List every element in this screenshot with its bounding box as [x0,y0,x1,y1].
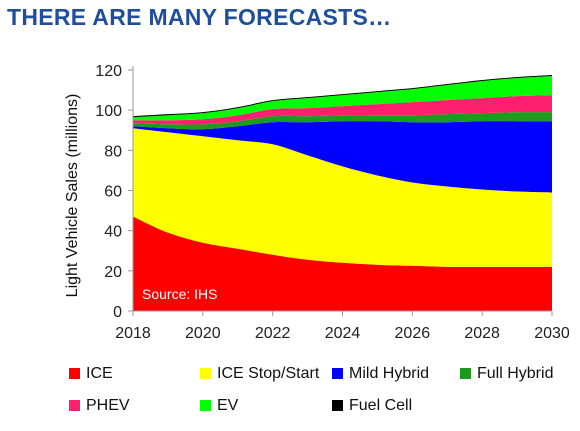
legend: ICE ICE Stop/Start Mild Hybrid Full Hybrid P… [69,365,553,414]
legend-swatch [69,400,80,411]
legend-label: Full Hybrid [477,365,553,382]
legend-item: Fuel Cell [332,397,412,414]
area-phev [133,95,552,125]
legend-item: Mild Hybrid [332,365,429,382]
legend-item: ICE Stop/Start [200,365,320,382]
page-title: THERE ARE MANY FORECASTS… [7,4,392,30]
legend-swatch [69,368,80,379]
legend-item: PHEV [69,397,130,414]
area-ev [133,76,552,121]
area-full-hybrid [133,112,552,130]
x-tick-label: 2018 [115,325,151,342]
area-ice-stop-start [133,128,552,267]
x-tick-label: 2022 [255,325,291,342]
legend-swatch [460,368,471,379]
legend-item: Full Hybrid [460,365,553,382]
y-tick-label: 0 [113,304,122,321]
legend-label: EV [217,397,239,414]
y-axis-title: Light Vehicle Sales (millions) [64,94,81,298]
legend-swatch [332,368,343,379]
legend-label: ICE Stop/Start [217,365,320,382]
y-tick-label: 20 [104,264,122,281]
x-tick-label: 2030 [534,325,570,342]
x-tick-label: 2024 [325,325,361,342]
legend-label: PHEV [86,397,130,414]
area-layer [133,75,552,311]
legend-item: EV [200,397,239,414]
y-tick-label: 60 [104,184,122,201]
legend-label: Fuel Cell [349,397,412,414]
axis-layer: 0 20 40 60 80 100 120 2018 2020 2022 2024 2026 2028 2… [95,63,570,342]
legend-swatch [200,400,211,411]
legend-swatch [200,368,211,379]
legend-label: ICE [86,365,113,382]
y-tick-label: 120 [95,63,122,80]
area-ice [133,216,552,311]
x-tick-label: 2026 [395,325,431,342]
y-tick-label: 100 [95,103,122,120]
label-layer: Light Vehicle Sales (millions) Source: IH… [64,94,217,302]
y-tick-label: 40 [104,224,122,241]
x-tick-label: 2028 [464,325,500,342]
area-mild-hybrid [133,121,552,193]
legend-label: Mild Hybrid [349,365,429,382]
legend-item: ICE [69,365,113,382]
legend-swatch [332,400,343,411]
y-tick-label: 80 [104,143,122,160]
x-tick-label: 2020 [185,325,221,342]
source-annotation: Source: IHS [142,286,217,302]
